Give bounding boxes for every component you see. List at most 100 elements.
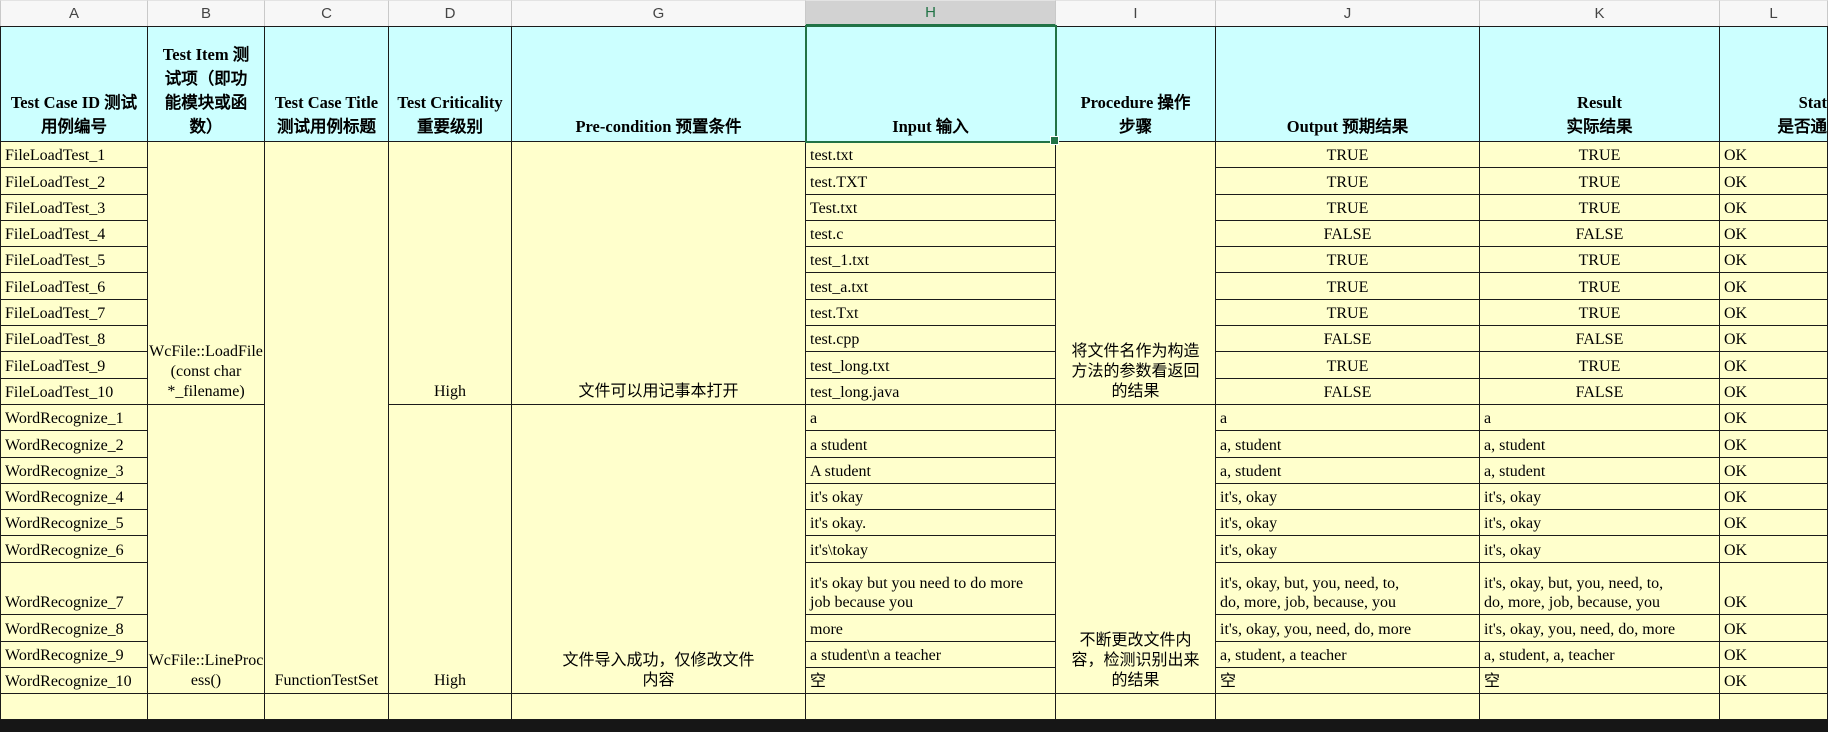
- cell-status[interactable]: OK: [1720, 352, 1828, 379]
- cell-output[interactable]: a, student, a teacher: [1216, 641, 1480, 668]
- header-test-case-id[interactable]: Test Case ID 测试 用例编号: [0, 26, 148, 142]
- cell-status[interactable]: OK: [1720, 615, 1828, 642]
- column-letter-i[interactable]: I: [1056, 0, 1216, 26]
- cell-input[interactable]: 空: [806, 667, 1056, 695]
- cell-input[interactable]: test.TXT: [806, 168, 1056, 195]
- cell-id[interactable]: WordRecognize_3: [0, 457, 148, 484]
- merged-cell-procedure-wordrecognize[interactable]: 不断更改文件内 容，检测识别出来 的结果: [1056, 405, 1216, 695]
- merged-cell-test-item-wordrecognize[interactable]: WcFile::LineProc ess(): [148, 405, 265, 695]
- merged-cell-test-case-title[interactable]: FunctionTestSet: [265, 142, 389, 695]
- cell-id[interactable]: FileLoadTest_2: [0, 168, 148, 195]
- header-input-selected-cell[interactable]: Input 输入: [806, 26, 1056, 142]
- cell-result[interactable]: a, student: [1480, 457, 1720, 484]
- cell-input[interactable]: Test.txt: [806, 194, 1056, 221]
- cell-id[interactable]: WordRecognize_1: [0, 404, 148, 432]
- cell-input[interactable]: a: [806, 404, 1056, 432]
- cell-result[interactable]: TRUE: [1480, 194, 1720, 221]
- cell-input[interactable]: test_long.txt: [806, 352, 1056, 379]
- cell-input[interactable]: more: [806, 615, 1056, 642]
- column-letter-g[interactable]: G: [512, 0, 806, 26]
- cell-output[interactable]: it's, okay, you, need, do, more: [1216, 615, 1480, 642]
- column-letter-h[interactable]: H: [806, 0, 1056, 26]
- cell-output[interactable]: TRUE: [1216, 142, 1480, 169]
- merged-cell-procedure-fileload[interactable]: 将文件名作为构造 方法的参数看返回 的结果: [1056, 142, 1216, 405]
- header-result[interactable]: Result 实际结果: [1480, 26, 1720, 142]
- cell-id[interactable]: WordRecognize_4: [0, 483, 148, 511]
- cell-output[interactable]: it's, okay, but, you, need, to, do, more…: [1216, 562, 1480, 616]
- cell-result[interactable]: a: [1480, 404, 1720, 432]
- column-letter-a[interactable]: A: [0, 0, 148, 26]
- cell-id[interactable]: FileLoadTest_10: [0, 378, 148, 405]
- cell-status[interactable]: OK: [1720, 562, 1828, 616]
- cell-empty[interactable]: [1480, 694, 1720, 721]
- cell-id[interactable]: WordRecognize_9: [0, 641, 148, 668]
- cell-status[interactable]: OK: [1720, 536, 1828, 563]
- cell-output[interactable]: FALSE: [1216, 326, 1480, 353]
- cell-id[interactable]: WordRecognize_7: [0, 562, 148, 616]
- cell-result[interactable]: it's, okay, but, you, need, to, do, more…: [1480, 562, 1720, 616]
- cell-input[interactable]: test_long.java: [806, 378, 1056, 405]
- cell-input[interactable]: it's okay: [806, 483, 1056, 511]
- cell-result[interactable]: it's, okay: [1480, 483, 1720, 511]
- column-letter-j[interactable]: J: [1216, 0, 1480, 26]
- cell-result[interactable]: TRUE: [1480, 168, 1720, 195]
- cell-output[interactable]: TRUE: [1216, 247, 1480, 274]
- cell-result[interactable]: TRUE: [1480, 142, 1720, 169]
- cell-input[interactable]: test.txt: [806, 142, 1056, 169]
- header-test-case-title[interactable]: Test Case Title 测试用例标题: [265, 26, 389, 142]
- cell-status[interactable]: OK: [1720, 641, 1828, 668]
- cell-output[interactable]: TRUE: [1216, 168, 1480, 195]
- cell-id[interactable]: FileLoadTest_3: [0, 194, 148, 221]
- header-output[interactable]: Output 预期结果: [1216, 26, 1480, 142]
- cell-id[interactable]: FileLoadTest_6: [0, 273, 148, 300]
- merged-cell-criticality-fileload[interactable]: High: [389, 142, 512, 405]
- cell-status[interactable]: OK: [1720, 142, 1828, 169]
- cell-output[interactable]: FALSE: [1216, 220, 1480, 248]
- cell-output[interactable]: TRUE: [1216, 273, 1480, 300]
- cell-id[interactable]: FileLoadTest_7: [0, 299, 148, 327]
- merged-cell-precondition-wordrecognize[interactable]: 文件导入成功，仅修改文件 内容: [512, 405, 806, 695]
- cell-result[interactable]: FALSE: [1480, 378, 1720, 405]
- cell-id[interactable]: FileLoadTest_5: [0, 247, 148, 274]
- cell-id[interactable]: WordRecognize_6: [0, 536, 148, 563]
- cell-id[interactable]: FileLoadTest_8: [0, 326, 148, 353]
- cell-status[interactable]: OK: [1720, 194, 1828, 221]
- cell-empty[interactable]: [1056, 694, 1216, 721]
- cell-output[interactable]: it's, okay: [1216, 483, 1480, 511]
- cell-output[interactable]: TRUE: [1216, 299, 1480, 327]
- cell-status[interactable]: OK: [1720, 667, 1828, 695]
- cell-status[interactable]: OK: [1720, 483, 1828, 511]
- header-status-clipped[interactable]: Stat 是否通: [1720, 26, 1828, 142]
- cell-result[interactable]: TRUE: [1480, 352, 1720, 379]
- merged-cell-precondition-fileload[interactable]: 文件可以用记事本打开: [512, 142, 806, 405]
- cell-output[interactable]: a, student: [1216, 431, 1480, 458]
- cell-output[interactable]: it's, okay: [1216, 536, 1480, 563]
- cell-output[interactable]: a, student: [1216, 457, 1480, 484]
- cell-id[interactable]: WordRecognize_10: [0, 667, 148, 695]
- cell-status[interactable]: OK: [1720, 431, 1828, 458]
- cell-result[interactable]: it's, okay: [1480, 510, 1720, 537]
- cell-empty[interactable]: [806, 694, 1056, 721]
- cell-status[interactable]: OK: [1720, 220, 1828, 248]
- cell-output[interactable]: it's, okay: [1216, 510, 1480, 537]
- cell-input[interactable]: test.c: [806, 220, 1056, 248]
- cell-result[interactable]: it's, okay, you, need, do, more: [1480, 615, 1720, 642]
- cell-status[interactable]: OK: [1720, 404, 1828, 432]
- fill-handle[interactable]: [1050, 136, 1059, 145]
- cell-empty[interactable]: [0, 694, 148, 721]
- cell-empty[interactable]: [265, 694, 389, 721]
- cell-input[interactable]: it's okay but you need to do more job be…: [806, 562, 1056, 616]
- merged-cell-test-item-fileload[interactable]: WcFile::LoadFile (const char *_filename): [148, 142, 265, 405]
- cell-result[interactable]: a, student, a, teacher: [1480, 641, 1720, 668]
- cell-input[interactable]: a student: [806, 431, 1056, 458]
- cell-status[interactable]: OK: [1720, 510, 1828, 537]
- cell-empty[interactable]: [512, 694, 806, 721]
- column-letter-k[interactable]: K: [1480, 0, 1720, 26]
- cell-status[interactable]: OK: [1720, 273, 1828, 300]
- cell-input[interactable]: test.cpp: [806, 326, 1056, 353]
- merged-cell-criticality-wordrecognize[interactable]: High: [389, 405, 512, 695]
- cell-input[interactable]: test_a.txt: [806, 273, 1056, 300]
- header-precondition[interactable]: Pre-condition 预置条件: [512, 26, 806, 142]
- cell-result[interactable]: 空: [1480, 667, 1720, 695]
- cell-result[interactable]: FALSE: [1480, 326, 1720, 353]
